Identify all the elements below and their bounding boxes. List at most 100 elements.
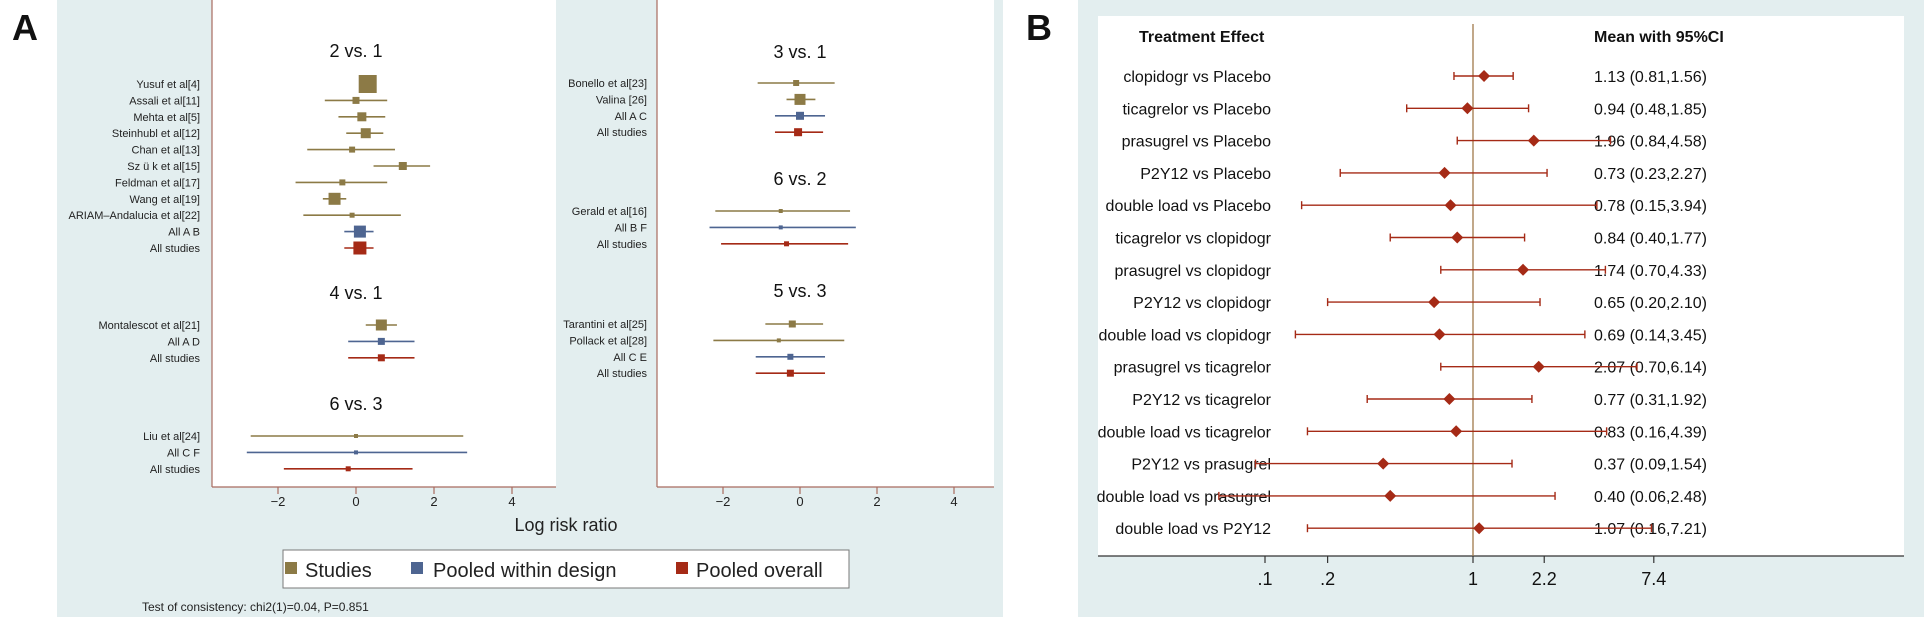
legend-label-pooled-design: Pooled within design — [433, 560, 616, 582]
consistency-footnote: Test of consistency: chi2(1)=0.04, P=0.8… — [142, 600, 369, 614]
panel-b-mean-diamond — [1443, 393, 1456, 405]
panel-b-row-label: ticagrelor vs clopidogr — [1115, 231, 1271, 248]
panel-b-row-label: prasugrel vs clopidogr — [1114, 263, 1271, 280]
panel-a-row-label: Sz ü k et al[15] — [127, 161, 200, 173]
panel-a-row-label: All studies — [597, 239, 648, 251]
legend-swatch-pooled-overall — [676, 562, 688, 574]
panel-a-row-label: All A D — [168, 336, 200, 348]
panel-a-plot-left — [212, 0, 556, 487]
legend-label-pooled-overall: Pooled overall — [696, 560, 823, 582]
panel-a-group-title: 5 vs. 3 — [773, 281, 826, 301]
panel-b-ci-text: 0.73 (0.23,2.27) — [1594, 166, 1707, 183]
panel-b-ci-text: 0.94 (0.48,1.85) — [1594, 101, 1707, 118]
panel-a-group-title: 3 vs. 1 — [773, 42, 826, 62]
panel-a-row-label: All studies — [150, 353, 201, 365]
panel-a-group-title: 6 vs. 2 — [773, 169, 826, 189]
panel-b-row-label: ticagrelor vs Placebo — [1122, 101, 1271, 118]
panel-a-group-title: 2 vs. 1 — [329, 41, 382, 61]
panel-a-point — [786, 369, 794, 377]
panel-a-row-label: All C E — [613, 352, 647, 364]
panel-b-mean-diamond — [1451, 231, 1464, 244]
panel-a-group-title: 4 vs. 1 — [329, 283, 382, 303]
panel-b-ci-text: 0.78 (0.15,3.94) — [1594, 198, 1707, 215]
panel-b-row-label: double load vs ticagrelor — [1098, 424, 1272, 441]
panel-b-row-label: P2Y12 vs clopidogr — [1133, 295, 1272, 312]
panel-a-row-label: Valina [26] — [596, 94, 647, 106]
panel-a-point — [360, 128, 371, 139]
panel-a-point — [353, 241, 367, 255]
panel-b-xtick-label: 1 — [1468, 569, 1478, 589]
panel-a-row-label: Steinhubl et al[12] — [112, 128, 200, 140]
panel-b-mean-diamond — [1517, 263, 1530, 276]
panel-b-marks: clopidogr vs Placebo 1.13 (0.81,1.56) tica… — [1097, 24, 1707, 589]
panel-a-point — [349, 212, 355, 218]
panel-a-marks: −2 0 2 4 −2 0 2 4 2 vs. 1 Yusuf et al[4] Assali et… — [69, 41, 958, 509]
panel-b-plot — [1098, 16, 1904, 556]
panel-b-ci-text: 0.69 (0.14,3.45) — [1594, 327, 1707, 344]
panel-b-mean-diamond — [1428, 296, 1441, 309]
panel-a-point — [358, 75, 377, 93]
panel-b-xtick-label: 2.2 — [1532, 569, 1557, 589]
panel-a-row-label: Bonello et al[23] — [568, 78, 647, 90]
panel-a-row-label: Liu et al[24] — [143, 431, 200, 443]
panel-a-xtick-label: 4 — [950, 494, 957, 509]
panel-a-point — [796, 111, 804, 120]
panel-b-mean-diamond — [1433, 328, 1446, 341]
panel-a-point — [357, 112, 367, 122]
panel-a-row-label: All C F — [167, 447, 200, 459]
panel-b-row-label: double load vs P2Y12 — [1115, 521, 1271, 538]
panel-b-ci-text: 0.83 (0.16,4.39) — [1594, 424, 1707, 441]
panel-a-row-label: Chan et al[13] — [132, 145, 201, 157]
panel-a-xtick-label: 2 — [873, 494, 880, 509]
panel-a-xlabel: Log risk ratio — [514, 515, 617, 535]
panel-b-row-label: double load vs clopidogr — [1098, 327, 1271, 344]
panel-b-header-effect: Treatment Effect — [1139, 29, 1265, 46]
panel-b-mean-diamond — [1532, 360, 1545, 373]
panel-a-xtick-label: −2 — [716, 494, 731, 509]
panel-b-mean-diamond — [1461, 102, 1474, 115]
panel-a-xtick-label: −2 — [271, 494, 286, 509]
panel-b-ci-text: 1.07 (0.16,7.21) — [1594, 521, 1707, 538]
panel-a-row-label: All A B — [168, 227, 200, 239]
panel-a-row-label: Pollack et al[28] — [569, 335, 647, 347]
panel-a-group-title: 6 vs. 3 — [329, 394, 382, 414]
panel-b-xtick-label: 7.4 — [1641, 569, 1666, 589]
panel-a-xtick-label: 2 — [430, 494, 437, 509]
panel-a-row-label: Montalescot et al[21] — [98, 320, 200, 332]
panel-a-point — [375, 319, 387, 331]
panel-b-row-label: clopidogr vs Placebo — [1123, 69, 1271, 86]
panel-b-row-label: double load vs prasugrel — [1097, 489, 1271, 506]
panel-a-point — [377, 337, 385, 345]
legend-swatch-pooled-design — [411, 562, 423, 574]
panel-a-point — [328, 192, 341, 205]
panel-a-row-label: Feldman et al[17] — [115, 177, 200, 189]
panel-b-row-label: prasugrel vs ticagrelor — [1114, 360, 1272, 377]
panel-a-point — [349, 146, 356, 153]
panel-a-point — [778, 209, 783, 213]
legend-box — [282, 549, 850, 589]
panel-a-row-label: All A C — [615, 111, 647, 123]
panel-b-xtick-label: .1 — [1257, 569, 1272, 589]
panel-b-row-label: P2Y12 vs ticagrelor — [1132, 392, 1271, 409]
panel-b-ci-text: 0.37 (0.09,1.54) — [1594, 457, 1707, 474]
panel-b-ci-text: 0.77 (0.31,1.92) — [1594, 392, 1707, 409]
panel-b-mean-diamond — [1450, 425, 1463, 438]
panel-a-row-label: Gerald et al[16] — [572, 206, 647, 218]
panel-a-point — [776, 338, 781, 343]
panel-a-point — [793, 80, 800, 86]
panel-a-xtick-label: 4 — [508, 494, 515, 509]
panel-a-point — [339, 179, 346, 186]
panel-b-mean-diamond — [1473, 522, 1486, 535]
panel-b-mean-diamond — [1438, 166, 1451, 179]
panel-b-row-label: prasugrel vs Placebo — [1122, 134, 1272, 151]
panel-a-point — [345, 466, 351, 472]
panel-a-row-label: All studies — [597, 368, 648, 380]
panel-b-xtick-label: .2 — [1320, 569, 1335, 589]
panel-b-mean-diamond — [1527, 134, 1540, 147]
panel-b-ci-text: 0.40 (0.06,2.48) — [1594, 489, 1707, 506]
panel-b-mean-diamond — [1478, 70, 1491, 82]
panel-b-ci-text: 0.65 (0.20,2.10) — [1594, 295, 1707, 312]
panel-a-row-label: Mehta et al[5] — [133, 112, 200, 124]
panel-b-ci-text: 1.74 (0.70,4.33) — [1594, 263, 1707, 280]
panel-a-row-label: Assali et al[11] — [129, 95, 200, 107]
